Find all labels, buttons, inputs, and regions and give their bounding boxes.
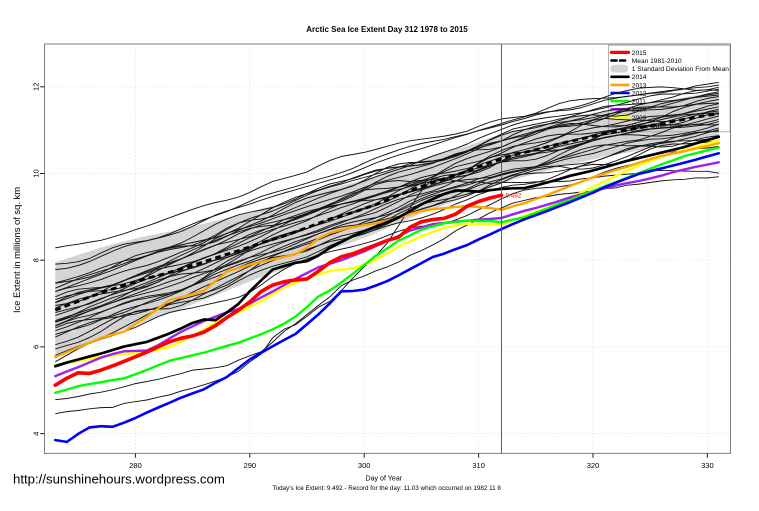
svg-text:10: 10 xyxy=(31,169,40,177)
svg-text:Mean 1981-2010: Mean 1981-2010 xyxy=(632,58,682,65)
svg-text:Today's Ice Extent: 9.492 - R: Today's Ice Extent: 9.492 - Record for t… xyxy=(272,485,501,492)
svg-text:8: 8 xyxy=(31,258,40,262)
svg-text:2014: 2014 xyxy=(632,74,647,81)
svg-text:4: 4 xyxy=(31,431,40,435)
svg-text:6: 6 xyxy=(31,345,40,349)
svg-text:2012: 2012 xyxy=(632,90,647,97)
svg-text:Arctic Sea Ice Extent Day 312: Arctic Sea Ice Extent Day 312 1978 to 20… xyxy=(306,25,468,34)
svg-text:320: 320 xyxy=(587,461,600,470)
svg-text:9.492: 9.492 xyxy=(506,193,522,200)
svg-text:1 Standard Deviation From Mean: 1 Standard Deviation From Mean xyxy=(632,66,729,73)
svg-text:290: 290 xyxy=(244,461,257,470)
svg-text:2015: 2015 xyxy=(632,50,647,57)
svg-text:2011: 2011 xyxy=(632,99,647,106)
svg-text:310: 310 xyxy=(472,461,485,470)
svg-text:300: 300 xyxy=(358,461,371,470)
svg-text:330: 330 xyxy=(701,461,714,470)
svg-text:12: 12 xyxy=(31,83,40,91)
svg-text:2013: 2013 xyxy=(632,82,647,89)
svg-text:280: 280 xyxy=(129,461,142,470)
svg-text:Ice Extent in millions of sq.: Ice Extent in millions of sq. km xyxy=(11,187,22,313)
svg-text:http://sunshinehours.wordpress: http://sunshinehours.wordpress.com xyxy=(13,472,225,487)
svg-text:Day of Year: Day of Year xyxy=(365,475,402,483)
